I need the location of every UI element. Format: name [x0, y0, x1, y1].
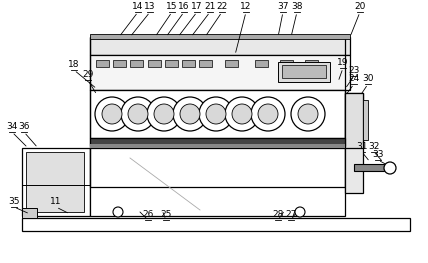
- Bar: [280, 60, 293, 67]
- Text: 19: 19: [337, 58, 349, 67]
- Circle shape: [113, 207, 123, 217]
- Text: 31: 31: [356, 142, 368, 151]
- Bar: [305, 60, 318, 67]
- Bar: [354, 164, 384, 171]
- Bar: [90, 37, 350, 55]
- Circle shape: [206, 104, 226, 124]
- Circle shape: [295, 207, 305, 217]
- Circle shape: [251, 97, 285, 131]
- Text: 32: 32: [369, 142, 380, 151]
- Text: 33: 33: [372, 150, 384, 159]
- Text: 11: 11: [50, 197, 62, 206]
- Text: 36: 36: [18, 122, 30, 131]
- Text: 34: 34: [6, 122, 18, 131]
- Circle shape: [180, 104, 200, 124]
- Text: 30: 30: [362, 74, 374, 83]
- Text: 13: 13: [144, 2, 156, 11]
- Text: 14: 14: [132, 2, 144, 11]
- Circle shape: [384, 162, 396, 174]
- Text: 16: 16: [178, 2, 190, 11]
- Bar: [165, 60, 178, 67]
- Bar: [345, 93, 363, 148]
- Circle shape: [258, 104, 278, 124]
- Bar: [182, 60, 195, 67]
- Circle shape: [121, 97, 155, 131]
- Circle shape: [291, 97, 325, 131]
- Bar: [282, 65, 326, 78]
- Text: 38: 38: [291, 2, 303, 11]
- Bar: [148, 60, 161, 67]
- Circle shape: [225, 97, 259, 131]
- Bar: [225, 60, 238, 67]
- Bar: [90, 37, 345, 187]
- Circle shape: [95, 97, 129, 131]
- Text: 15: 15: [166, 2, 178, 11]
- Text: 27: 27: [285, 210, 297, 219]
- Bar: [22, 208, 37, 218]
- Bar: [90, 148, 345, 216]
- Text: 25: 25: [160, 210, 172, 219]
- Bar: [90, 138, 345, 146]
- Bar: [22, 148, 90, 216]
- Text: 20: 20: [354, 2, 366, 11]
- Text: 29: 29: [82, 70, 94, 79]
- Bar: [199, 60, 212, 67]
- Bar: [113, 60, 126, 67]
- Circle shape: [199, 97, 233, 131]
- Text: 21: 21: [204, 2, 216, 11]
- Text: 35: 35: [8, 197, 20, 206]
- Circle shape: [232, 104, 252, 124]
- Text: 28: 28: [272, 210, 284, 219]
- Bar: [96, 60, 109, 67]
- Circle shape: [298, 104, 318, 124]
- Bar: [130, 60, 143, 67]
- Text: 37: 37: [277, 2, 289, 11]
- Bar: [345, 93, 363, 193]
- Circle shape: [147, 97, 181, 131]
- Text: 24: 24: [348, 74, 360, 83]
- Bar: [90, 34, 350, 39]
- Text: 22: 22: [217, 2, 228, 11]
- Bar: [90, 144, 345, 148]
- Bar: [90, 55, 350, 90]
- Circle shape: [102, 104, 122, 124]
- Text: 23: 23: [348, 66, 360, 75]
- Bar: [278, 62, 330, 82]
- Text: 18: 18: [68, 60, 80, 69]
- Text: 12: 12: [240, 2, 252, 11]
- Text: 17: 17: [191, 2, 203, 11]
- Bar: [22, 218, 410, 231]
- Text: 26: 26: [143, 210, 154, 219]
- Bar: [255, 60, 268, 67]
- Bar: [26, 152, 84, 212]
- Circle shape: [173, 97, 207, 131]
- Circle shape: [128, 104, 148, 124]
- Bar: [90, 90, 345, 138]
- Circle shape: [154, 104, 174, 124]
- Bar: [363, 100, 368, 140]
